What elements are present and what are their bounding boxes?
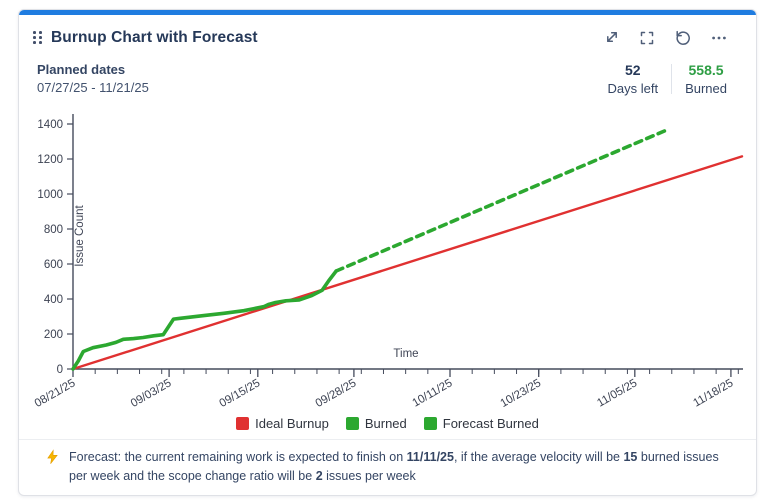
x-tick-label: 09/28/25 xyxy=(314,377,359,409)
x-tick-label: 09/15/25 xyxy=(218,377,263,409)
stat-days-left: 52 Days left xyxy=(595,62,672,96)
legend-label-ideal: Ideal Burnup xyxy=(255,416,329,431)
legend-label-burned: Burned xyxy=(364,416,407,431)
chart-legend: Ideal Burnup Burned Forecast Burned xyxy=(19,416,756,431)
y-tick-label: 0 xyxy=(57,364,63,376)
x-tick-label: 11/18/25 xyxy=(691,377,735,409)
series-ideal-burnup xyxy=(71,155,744,371)
x-tick-label: 11/05/25 xyxy=(595,377,639,409)
y-tick-label: 400 xyxy=(44,294,63,306)
legend-label-forecast: Forecast Burned xyxy=(442,416,539,431)
stat-burned-value: 558.5 xyxy=(688,62,724,78)
legend-swatch-burned xyxy=(345,417,359,430)
chart-area: 0 200 400 600 800 1000 1200 1400 08/21/25 09/03/2… xyxy=(19,106,756,414)
series-forecast-burned xyxy=(334,129,667,273)
stats-block: 52 Days left 558.5 Burned xyxy=(595,62,741,96)
card-top-accent xyxy=(19,10,756,15)
x-tick-label: 08/21/25 xyxy=(33,377,78,409)
collapse-icon[interactable] xyxy=(600,27,622,49)
refresh-icon[interactable] xyxy=(672,27,694,49)
stat-burned-label: Burned xyxy=(685,81,727,96)
planned-dates-range: 07/27/25 - 11/21/25 xyxy=(37,80,149,95)
legend-item-burned[interactable]: Burned xyxy=(345,416,407,431)
legend-item-forecast-burned[interactable]: Forecast Burned xyxy=(423,416,539,431)
fullscreen-icon[interactable] xyxy=(636,27,658,49)
x-tick-label: 10/11/25 xyxy=(410,377,454,409)
y-tick-label: 800 xyxy=(44,224,63,236)
series-burned xyxy=(71,269,338,371)
widget-subheader: Planned dates 07/27/25 - 11/21/25 52 Day… xyxy=(19,49,756,96)
forecast-text: Forecast: the current remaining work is … xyxy=(69,450,719,483)
legend-item-ideal-burnup[interactable]: Ideal Burnup xyxy=(236,416,329,431)
stat-days-left-label: Days left xyxy=(607,81,659,96)
y-axis-title: Issue Count xyxy=(74,205,86,267)
stat-days-left-value: 52 xyxy=(625,62,641,78)
x-axis-title: Time xyxy=(393,348,418,360)
burnup-widget-card: Burnup Chart with Forecast xyxy=(18,9,757,496)
widget-title: Burnup Chart with Forecast xyxy=(51,29,258,46)
planned-dates-block: Planned dates 07/27/25 - 11/21/25 xyxy=(37,62,149,95)
stat-burned: 558.5 Burned xyxy=(672,62,740,96)
stats-divider xyxy=(671,64,673,94)
y-tick-label: 1000 xyxy=(37,189,63,201)
planned-dates-label: Planned dates xyxy=(37,62,126,77)
y-tick-label: 200 xyxy=(44,329,63,341)
drag-handle-icon[interactable] xyxy=(33,31,43,45)
lightning-icon xyxy=(47,449,58,464)
legend-swatch-ideal xyxy=(236,417,250,430)
header-toolbar xyxy=(600,27,730,49)
legend-swatch-forecast xyxy=(423,417,437,430)
x-tick-label: 10/23/25 xyxy=(498,377,543,409)
widget-header: Burnup Chart with Forecast xyxy=(19,15,756,49)
more-icon[interactable] xyxy=(708,27,730,49)
y-tick-label: 1200 xyxy=(37,154,63,166)
x-tick-label: 09/03/25 xyxy=(129,377,174,409)
y-tick-label: 1400 xyxy=(37,119,63,131)
y-tick-label: 600 xyxy=(44,259,63,271)
forecast-footer: Forecast: the current remaining work is … xyxy=(19,439,756,495)
burnup-chart[interactable]: 0 200 400 600 800 1000 1200 1400 08/21/25 09/03/2… xyxy=(19,106,756,410)
